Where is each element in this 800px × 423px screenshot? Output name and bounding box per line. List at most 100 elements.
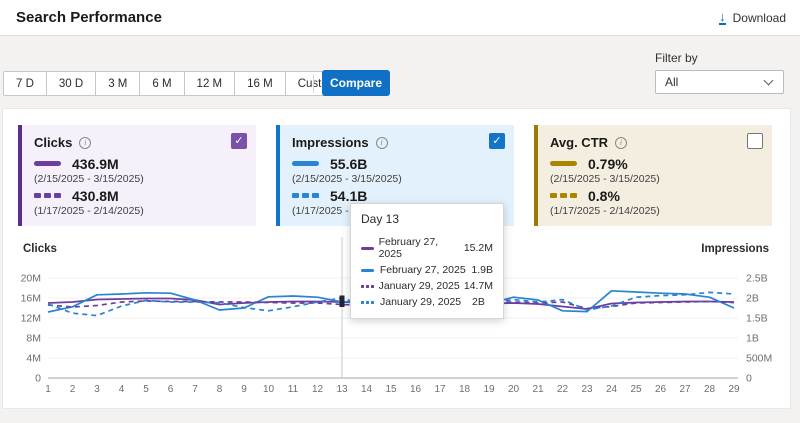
tooltip-title: Day 13 bbox=[361, 212, 400, 226]
download-button[interactable]: ↓ Download bbox=[719, 0, 786, 36]
highlight-marker bbox=[339, 302, 345, 307]
range-button-7d[interactable]: 7 D bbox=[3, 71, 47, 96]
card-title: Avg. CTR bbox=[550, 135, 609, 150]
tooltip-date: February 27, 2025 bbox=[379, 264, 466, 276]
right-axis-tick: 500M bbox=[746, 353, 772, 365]
compare-button[interactable]: Compare bbox=[322, 70, 390, 96]
left-axis-tick: 20M bbox=[21, 273, 41, 285]
range-button-6m[interactable]: 6 M bbox=[139, 71, 185, 96]
previous-period-swatch bbox=[292, 193, 319, 198]
x-axis-label: 6 bbox=[168, 384, 174, 395]
x-axis-label: 17 bbox=[434, 384, 446, 395]
x-axis-label: 10 bbox=[263, 384, 275, 395]
metric-value-current: 0.79% bbox=[588, 155, 628, 172]
right-axis-tick: 2.5B bbox=[746, 273, 768, 285]
left-axis-tick: 0 bbox=[35, 373, 41, 385]
info-icon[interactable]: i bbox=[375, 136, 388, 149]
x-axis-label: 26 bbox=[655, 384, 667, 395]
x-axis-label: 12 bbox=[312, 384, 324, 395]
date-range-group: 7 D 30 D 3 M 6 M 12 M 16 M Custom bbox=[3, 71, 351, 96]
tooltip-value: 2B bbox=[472, 296, 485, 308]
right-axis-tick: 1B bbox=[746, 333, 759, 345]
range-button-12m[interactable]: 12 M bbox=[183, 71, 236, 96]
tooltip-value: 14.7M bbox=[463, 280, 493, 292]
filter-by-label: Filter by bbox=[655, 51, 698, 65]
clicks-checkbox[interactable]: ✓ bbox=[231, 133, 247, 149]
filter-dropdown-value: All bbox=[665, 75, 679, 89]
x-axis-label: 5 bbox=[143, 384, 149, 395]
tooltip-date: January 29, 2025 bbox=[378, 280, 460, 292]
x-axis-label: 29 bbox=[728, 384, 740, 395]
page-title: Search Performance bbox=[16, 9, 162, 26]
x-axis-label: 21 bbox=[532, 384, 544, 395]
x-axis-label: 25 bbox=[630, 384, 642, 395]
x-axis-label: 8 bbox=[217, 384, 223, 395]
x-axis-label: 28 bbox=[704, 384, 716, 395]
left-axis-title: Clicks bbox=[23, 243, 57, 255]
current-period-swatch bbox=[34, 161, 61, 166]
x-axis-label: 14 bbox=[361, 384, 373, 395]
x-axis-label: 13 bbox=[336, 384, 348, 395]
metric-value-previous: 0.8% bbox=[588, 187, 620, 204]
right-axis-tick: 0 bbox=[746, 373, 752, 385]
range-button-16m[interactable]: 16 M bbox=[234, 71, 286, 96]
impressions-checkbox[interactable]: ✓ bbox=[489, 133, 505, 149]
info-icon[interactable]: i bbox=[615, 136, 628, 149]
page-header: Search Performance ↓ Download bbox=[0, 0, 800, 36]
current-period-swatch bbox=[292, 161, 319, 166]
chart-tooltip: Day 13 February 27, 2025 15.2M February … bbox=[350, 203, 504, 319]
x-axis-label: 11 bbox=[288, 384, 299, 395]
highlight-marker bbox=[339, 295, 345, 301]
tooltip-row: February 27, 2025 1.9B bbox=[361, 264, 493, 276]
download-label: Download bbox=[732, 11, 786, 25]
tooltip-date: January 29, 2025 bbox=[380, 296, 462, 308]
x-axis-label: 23 bbox=[581, 384, 593, 395]
previous-period-range: (1/17/2025 - 2/14/2025) bbox=[34, 205, 144, 217]
tooltip-value: 1.9B bbox=[471, 264, 493, 276]
metric-value-current: 436.9M bbox=[72, 155, 119, 172]
range-button-3m[interactable]: 3 M bbox=[95, 71, 141, 96]
x-axis-label: 22 bbox=[557, 384, 569, 395]
tooltip-row: January 29, 2025 14.7M bbox=[361, 280, 493, 292]
x-axis-label: 9 bbox=[241, 384, 247, 395]
x-axis-label: 15 bbox=[385, 384, 397, 395]
previous-period-swatch bbox=[550, 193, 577, 198]
x-axis-label: 7 bbox=[192, 384, 198, 395]
info-icon[interactable]: i bbox=[79, 136, 92, 149]
right-axis-tick: 2B bbox=[746, 293, 759, 305]
x-axis-label: 3 bbox=[94, 384, 100, 395]
x-axis-label: 16 bbox=[410, 384, 422, 395]
x-axis-label: 20 bbox=[508, 384, 520, 395]
current-period-swatch bbox=[550, 161, 577, 166]
card-title: Impressions bbox=[292, 135, 369, 150]
x-axis-label: 18 bbox=[459, 384, 471, 395]
current-period-range: (2/15/2025 - 3/15/2025) bbox=[550, 173, 660, 185]
tooltip-row: February 27, 2025 15.2M bbox=[361, 236, 493, 260]
previous-period-range: (1/17/2025 - 2/14/2025) bbox=[550, 205, 660, 217]
series-swatch bbox=[361, 268, 380, 272]
x-axis-label: 4 bbox=[119, 384, 125, 395]
x-axis-label: 1 bbox=[45, 384, 51, 395]
filter-dropdown[interactable]: All bbox=[655, 70, 784, 94]
series-swatch bbox=[361, 300, 380, 304]
metric-value-previous: 54.1B bbox=[330, 187, 368, 204]
metric-card-clicks: Clicks i ✓ 436.9M (2/15/2025 - 3/15/2025… bbox=[18, 125, 256, 226]
metric-value-previous: 430.8M bbox=[72, 187, 119, 204]
series-swatch bbox=[361, 284, 379, 288]
chevron-down-icon bbox=[763, 75, 774, 86]
right-axis-tick: 1.5B bbox=[746, 313, 768, 325]
left-axis-tick: 4M bbox=[26, 353, 41, 365]
avg-ctr-checkbox[interactable] bbox=[747, 133, 763, 149]
current-period-range: (2/15/2025 - 3/15/2025) bbox=[34, 173, 144, 185]
x-axis-label: 24 bbox=[606, 384, 618, 395]
metric-value-current: 55.6B bbox=[330, 155, 368, 172]
card-title: Clicks bbox=[34, 135, 73, 150]
range-button-30d[interactable]: 30 D bbox=[45, 71, 97, 96]
right-axis-title: Impressions bbox=[701, 243, 769, 255]
series-swatch bbox=[361, 246, 379, 250]
metric-card-avg-ctr: Avg. CTR i 0.79% (2/15/2025 - 3/15/2025)… bbox=[534, 125, 772, 226]
download-icon: ↓ bbox=[719, 8, 726, 25]
x-axis-label: 2 bbox=[70, 384, 76, 395]
previous-period-swatch bbox=[34, 193, 61, 198]
